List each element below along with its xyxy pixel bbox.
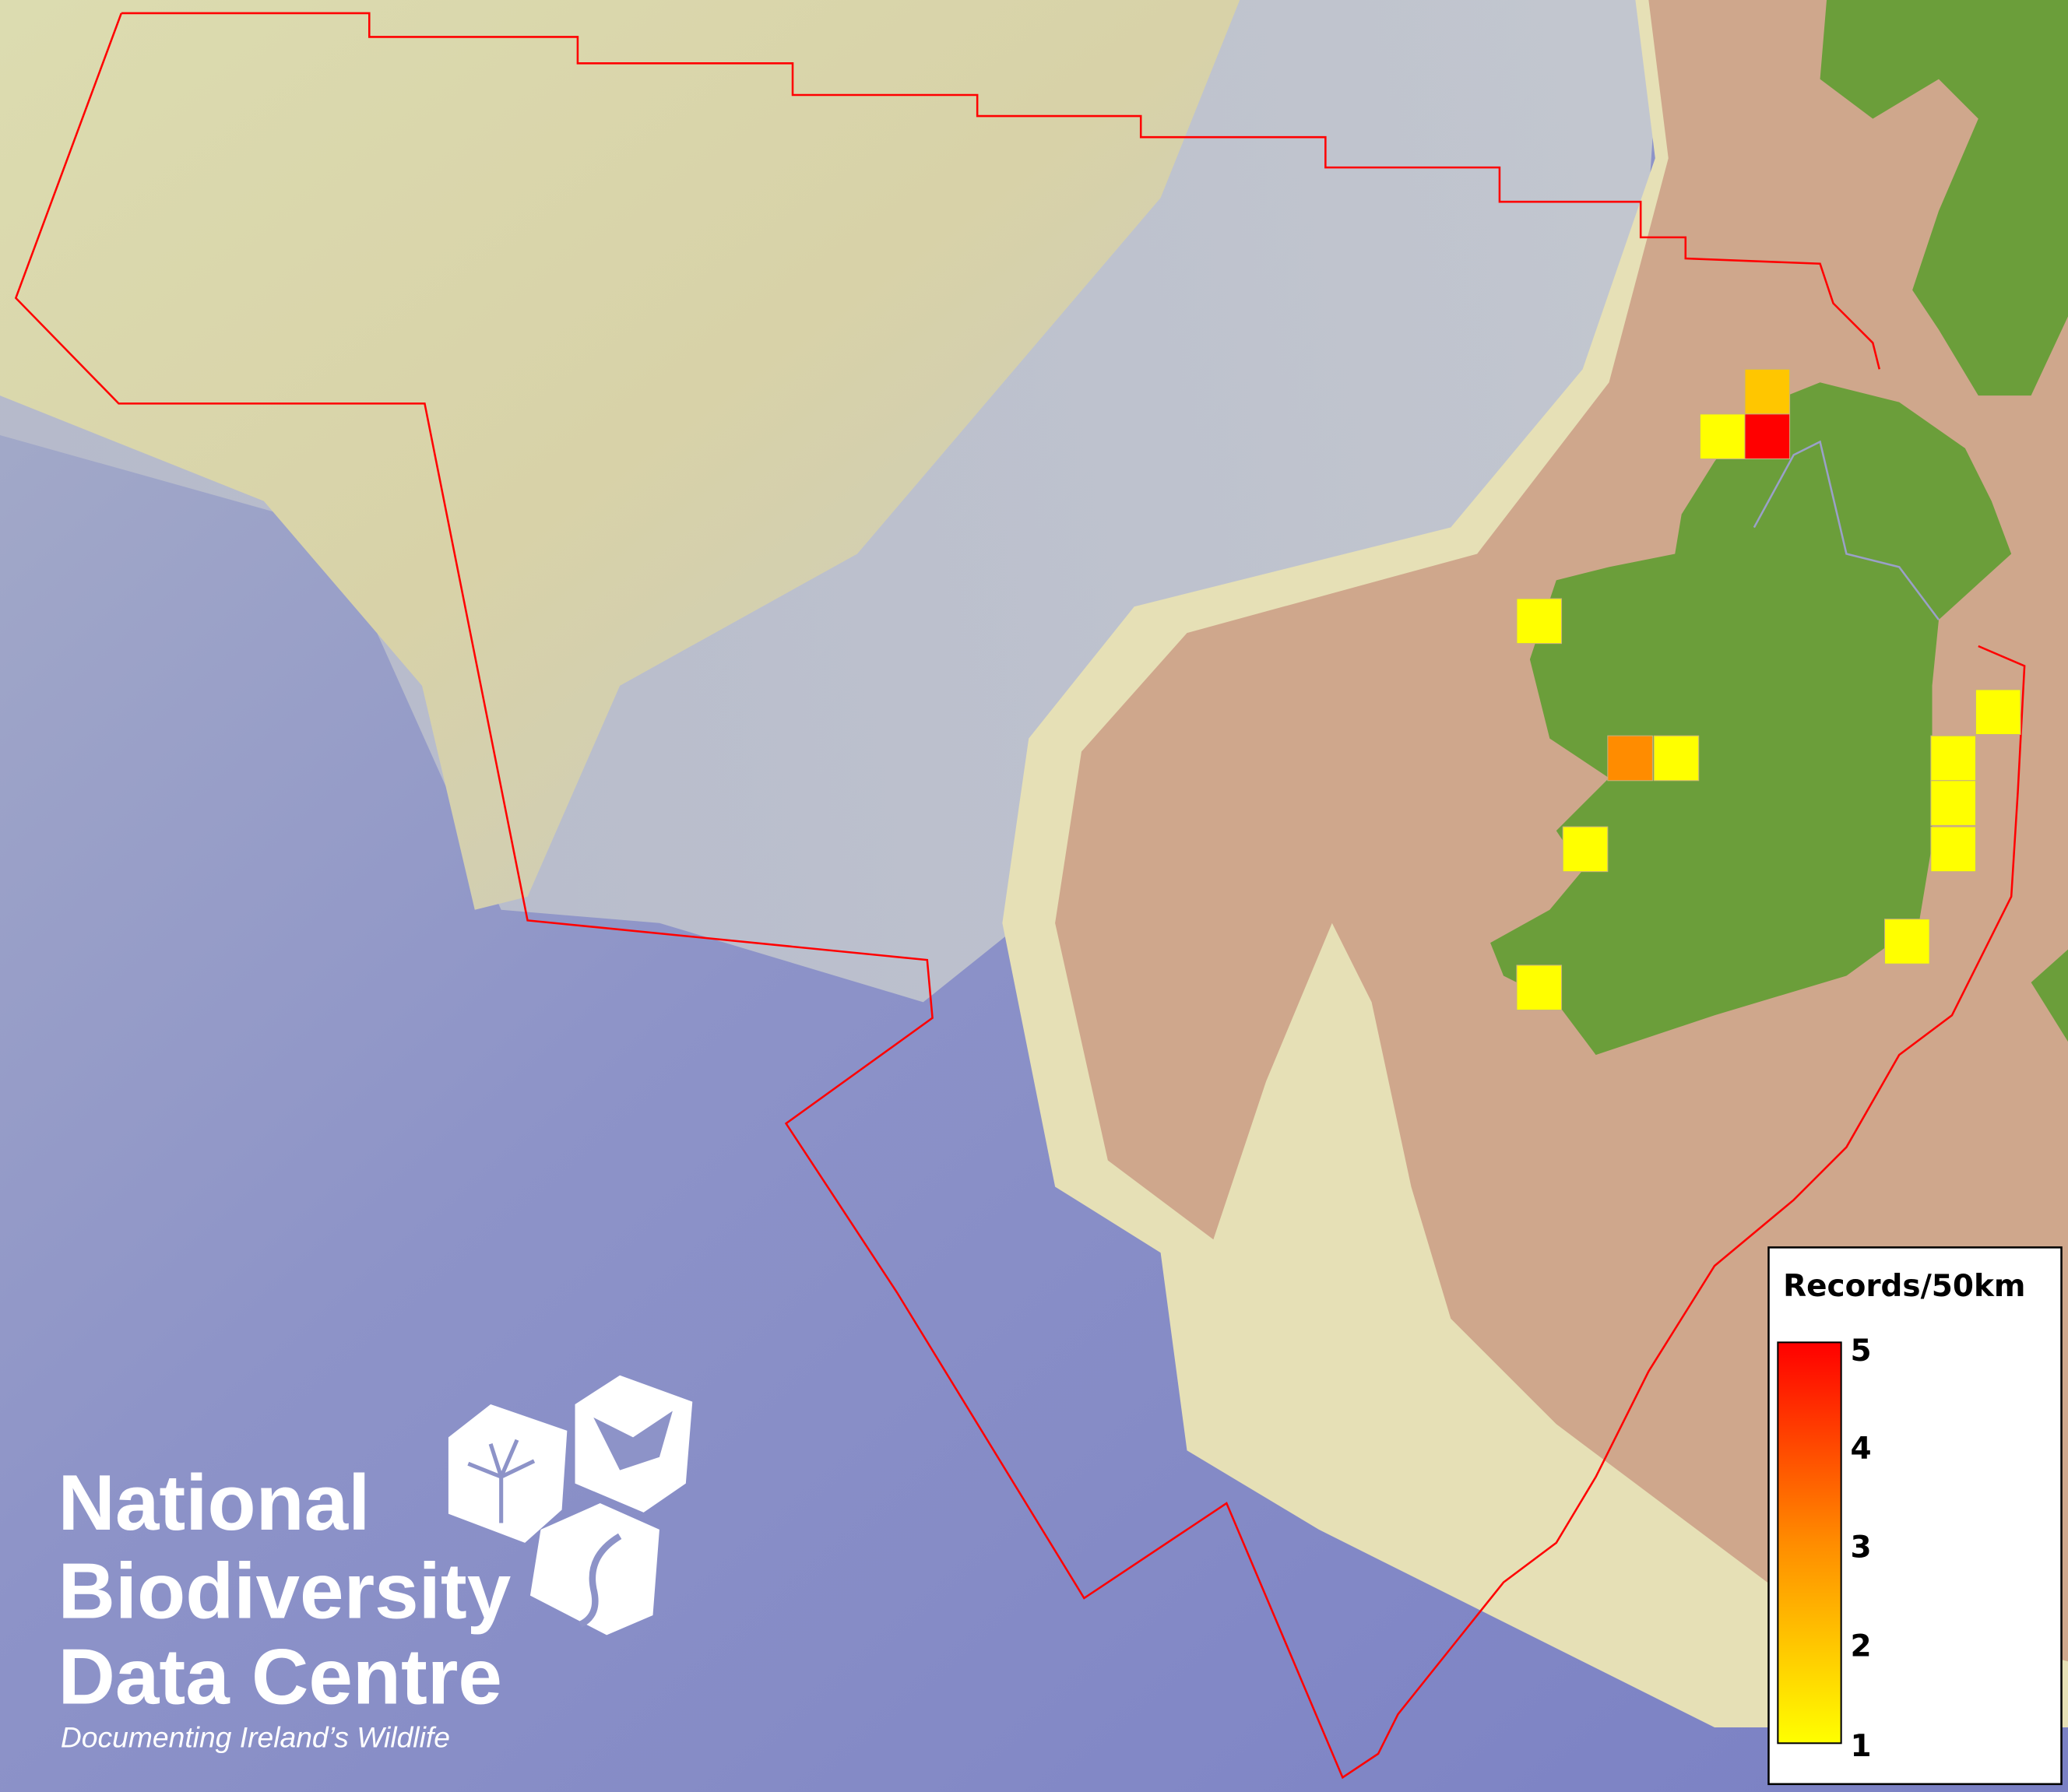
record-cell — [1975, 689, 2021, 736]
tree-icon — [448, 1404, 568, 1543]
legend-color-bar — [1777, 1341, 1842, 1745]
eez-boundary-line-south — [14, 12, 2026, 1780]
butterfly-icon — [575, 1375, 693, 1513]
record-cell — [1562, 826, 1609, 873]
legend-tick-4: 4 — [1851, 1431, 1872, 1466]
eez-boundary-line — [121, 12, 1881, 370]
logo-line-3: Data Centre — [58, 1632, 502, 1720]
legend-tick-5: 5 — [1851, 1333, 1872, 1369]
record-cells — [1516, 368, 2021, 1011]
record-cell — [1744, 413, 1791, 459]
record-cell — [1930, 826, 1976, 873]
ireland-landmass — [1490, 382, 2012, 1056]
legend-tick-1: 1 — [1851, 1729, 1872, 1764]
record-cell — [1516, 965, 1563, 1011]
record-cell — [1607, 735, 1653, 782]
record-cell — [1930, 735, 1976, 782]
record-cell — [1930, 780, 1976, 826]
legend-tick-2: 2 — [1851, 1629, 1872, 1664]
legend-tick-3: 3 — [1851, 1530, 1872, 1565]
record-cell — [1699, 413, 1746, 459]
logo-tagline: Documenting Ireland’s Wildlife — [61, 1720, 450, 1753]
wales-landmass — [2031, 949, 2068, 1042]
rockall-shelf — [0, 0, 1240, 910]
legend-title: Records/50km — [1783, 1269, 2025, 1304]
logo-line-2: Biodiversity — [58, 1546, 512, 1635]
record-cell — [1653, 735, 1700, 782]
record-cell — [1516, 598, 1563, 645]
logo-line-1: National — [58, 1458, 371, 1547]
record-cell — [1744, 368, 1791, 415]
record-cell — [1884, 919, 1930, 965]
ni-border — [1753, 440, 1940, 620]
seahorse-icon — [529, 1503, 659, 1636]
scotland-landmass — [1820, 0, 2068, 396]
nbdc-logo: National Biodiversity Data Centre Docume… — [58, 1375, 693, 1753]
legend: Records/50km 5 4 3 2 1 — [1767, 1246, 2063, 1786]
